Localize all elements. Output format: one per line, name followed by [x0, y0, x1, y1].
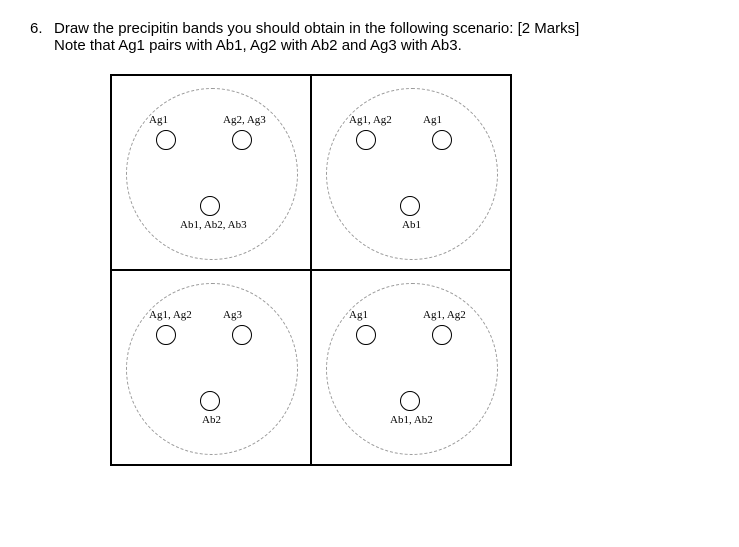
- well-label-bottom: Ab1: [402, 219, 421, 231]
- plate-cell-2: Ag1, Ag2 Ag1 Ab1: [311, 75, 511, 270]
- well-label-top-left: Ag1: [149, 114, 168, 126]
- well-top-left: [156, 325, 176, 345]
- well-label-top-right: Ag1, Ag2: [423, 309, 466, 321]
- well-label-bottom: Ab1, Ab2, Ab3: [180, 219, 247, 231]
- plate-grid: Ag1 Ag2, Ag3 Ab1, Ab2, Ab3 Ag1, Ag2 Ag1 …: [110, 74, 512, 466]
- well-bottom: [400, 391, 420, 411]
- well-label-top-left: Ag1: [349, 309, 368, 321]
- well-top-right: [432, 130, 452, 150]
- plate-cell-1: Ag1 Ag2, Ag3 Ab1, Ab2, Ab3: [111, 75, 311, 270]
- question-line1: Draw the precipitin bands you should obt…: [54, 20, 579, 37]
- well-bottom: [200, 196, 220, 216]
- well-label-bottom: Ab1, Ab2: [390, 414, 433, 426]
- question-text: Draw the precipitin bands you should obt…: [54, 20, 709, 54]
- well-top-right: [232, 130, 252, 150]
- well-label-bottom: Ab2: [202, 414, 221, 426]
- well-top-left: [156, 130, 176, 150]
- well-top-right: [432, 325, 452, 345]
- well-bottom: [400, 196, 420, 216]
- plate-row-1: Ag1 Ag2, Ag3 Ab1, Ab2, Ab3 Ag1, Ag2 Ag1 …: [111, 75, 511, 270]
- well-label-top-left: Ag1, Ag2: [149, 309, 192, 321]
- plate-row-2: Ag1, Ag2 Ag3 Ab2 Ag1 Ag1, Ag2 Ab1, Ab2: [111, 270, 511, 465]
- well-top-left: [356, 325, 376, 345]
- plate-cell-4: Ag1 Ag1, Ag2 Ab1, Ab2: [311, 270, 511, 465]
- question-line2: Note that Ag1 pairs with Ab1, Ag2 with A…: [54, 37, 462, 54]
- well-label-top-right: Ag1: [423, 114, 442, 126]
- well-label-top-left: Ag1, Ag2: [349, 114, 392, 126]
- well-bottom: [200, 391, 220, 411]
- well-label-top-right: Ag2, Ag3: [223, 114, 266, 126]
- plate-cell-3: Ag1, Ag2 Ag3 Ab2: [111, 270, 311, 465]
- well-top-right: [232, 325, 252, 345]
- well-label-top-right: Ag3: [223, 309, 242, 321]
- well-top-left: [356, 130, 376, 150]
- question-block: 6. Draw the precipitin bands you should …: [30, 20, 709, 54]
- question-number: 6.: [30, 20, 54, 54]
